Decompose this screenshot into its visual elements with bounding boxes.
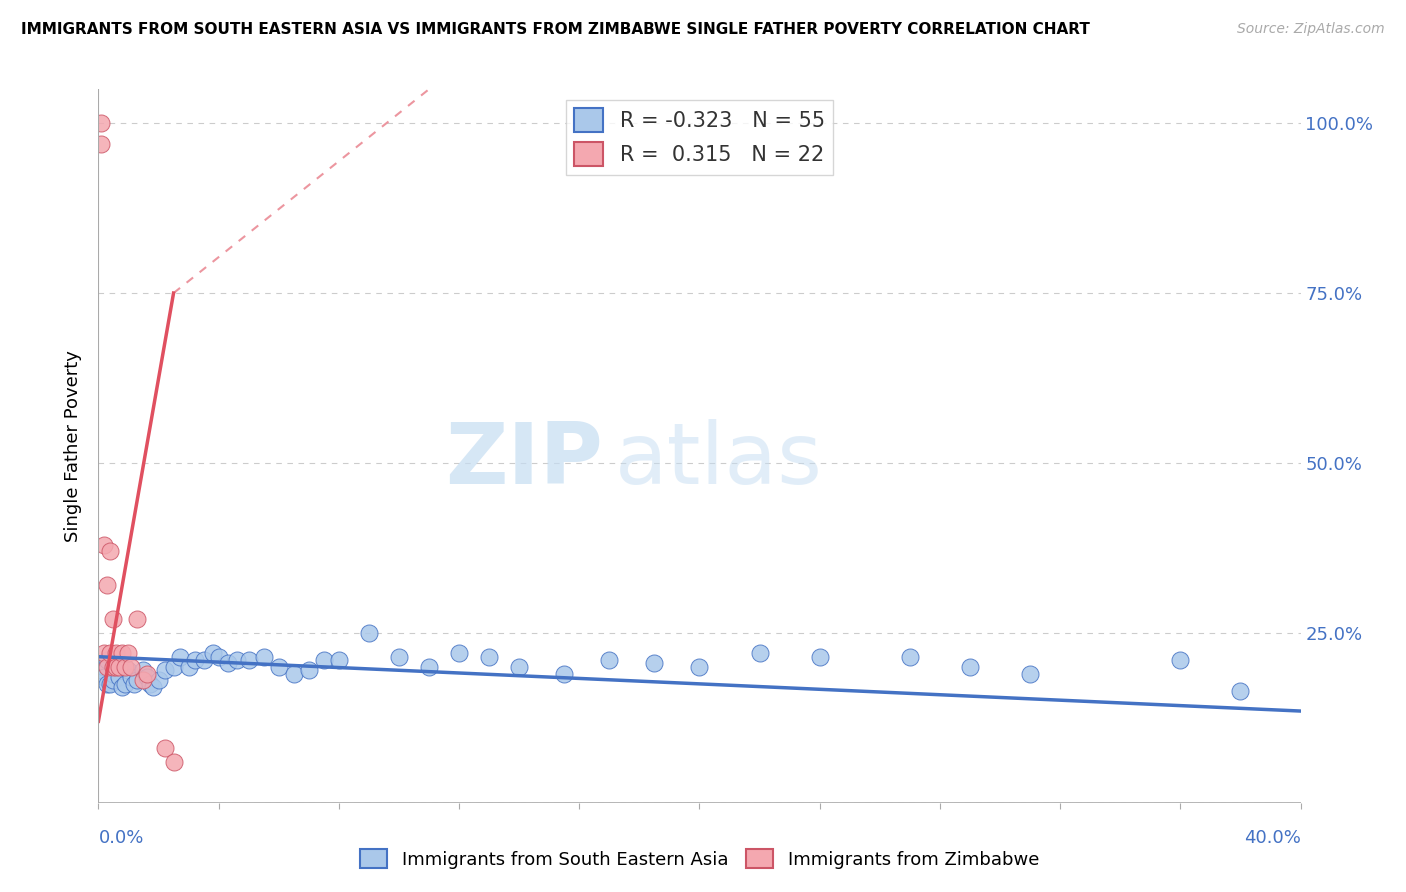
Point (93, 646, 115, 660)
Legend: Immigrants from South Eastern Asia, Immigrants from Zimbabwe: Immigrants from South Eastern Asia, Immi… (353, 841, 1046, 876)
Point (100, 646, 122, 660)
Point (93, 670, 115, 684)
Point (643, 657, 665, 671)
Point (153, 663, 176, 677)
Point (103, 612, 125, 626)
Point (898, 649, 921, 664)
Point (96, 653, 118, 667)
Point (162, 660, 184, 674)
Point (105, 660, 128, 674)
Point (298, 663, 321, 677)
Point (238, 653, 260, 667)
Point (267, 660, 290, 674)
Point (135, 670, 157, 684)
Point (183, 653, 205, 667)
Point (141, 680, 163, 694)
Point (124, 677, 146, 691)
Point (208, 649, 231, 664)
Point (283, 666, 305, 681)
Point (201, 646, 224, 660)
Point (328, 653, 350, 667)
Point (418, 660, 440, 674)
Point (90, 663, 112, 677)
Text: atlas: atlas (616, 418, 824, 502)
Point (103, 666, 125, 681)
Point (105, 660, 128, 674)
Point (225, 653, 247, 667)
Point (193, 653, 215, 667)
Point (689, 660, 711, 674)
Point (478, 649, 501, 664)
Point (108, 670, 131, 684)
Point (100, 544, 122, 558)
Point (90, 136, 112, 151)
Point (93, 660, 115, 674)
Text: IMMIGRANTS FROM SOUTH EASTERN ASIA VS IMMIGRANTS FROM ZIMBABWE SINGLE FATHER POV: IMMIGRANTS FROM SOUTH EASTERN ASIA VS IM… (21, 22, 1090, 37)
Point (177, 660, 200, 674)
Point (96, 677, 118, 691)
Point (111, 646, 134, 660)
Text: Source: ZipAtlas.com: Source: ZipAtlas.com (1237, 22, 1385, 37)
Point (217, 657, 239, 671)
Point (117, 663, 139, 677)
Point (105, 646, 128, 660)
Point (138, 677, 160, 691)
Point (132, 673, 155, 688)
Text: ZIP: ZIP (446, 418, 603, 502)
Point (111, 680, 134, 694)
Point (103, 660, 125, 674)
Point (1170, 653, 1192, 667)
Point (114, 660, 136, 674)
Point (598, 653, 620, 667)
Point (90, 116, 112, 130)
Point (121, 660, 143, 674)
Point (117, 646, 139, 660)
Point (312, 653, 335, 667)
Point (357, 626, 380, 640)
Text: 40.0%: 40.0% (1244, 829, 1301, 847)
Point (808, 649, 831, 664)
Point (553, 666, 575, 681)
Point (96, 660, 118, 674)
Point (748, 646, 770, 660)
Point (153, 741, 176, 756)
Point (135, 666, 157, 681)
Point (508, 660, 530, 674)
Point (132, 663, 155, 677)
Point (127, 673, 149, 688)
Point (388, 649, 411, 664)
Point (100, 677, 122, 691)
Point (253, 649, 276, 664)
Y-axis label: Single Father Poverty: Single Father Poverty (65, 350, 83, 542)
Point (162, 755, 184, 769)
Point (96, 578, 118, 592)
Point (114, 677, 136, 691)
Point (121, 670, 143, 684)
Point (127, 612, 149, 626)
Point (1019, 666, 1042, 681)
Point (108, 660, 131, 674)
Point (169, 649, 191, 664)
Point (447, 646, 470, 660)
Point (148, 673, 170, 688)
Text: 0.0%: 0.0% (98, 829, 143, 847)
Point (959, 660, 981, 674)
Point (1229, 683, 1251, 698)
Point (103, 673, 125, 688)
Point (93, 537, 115, 551)
